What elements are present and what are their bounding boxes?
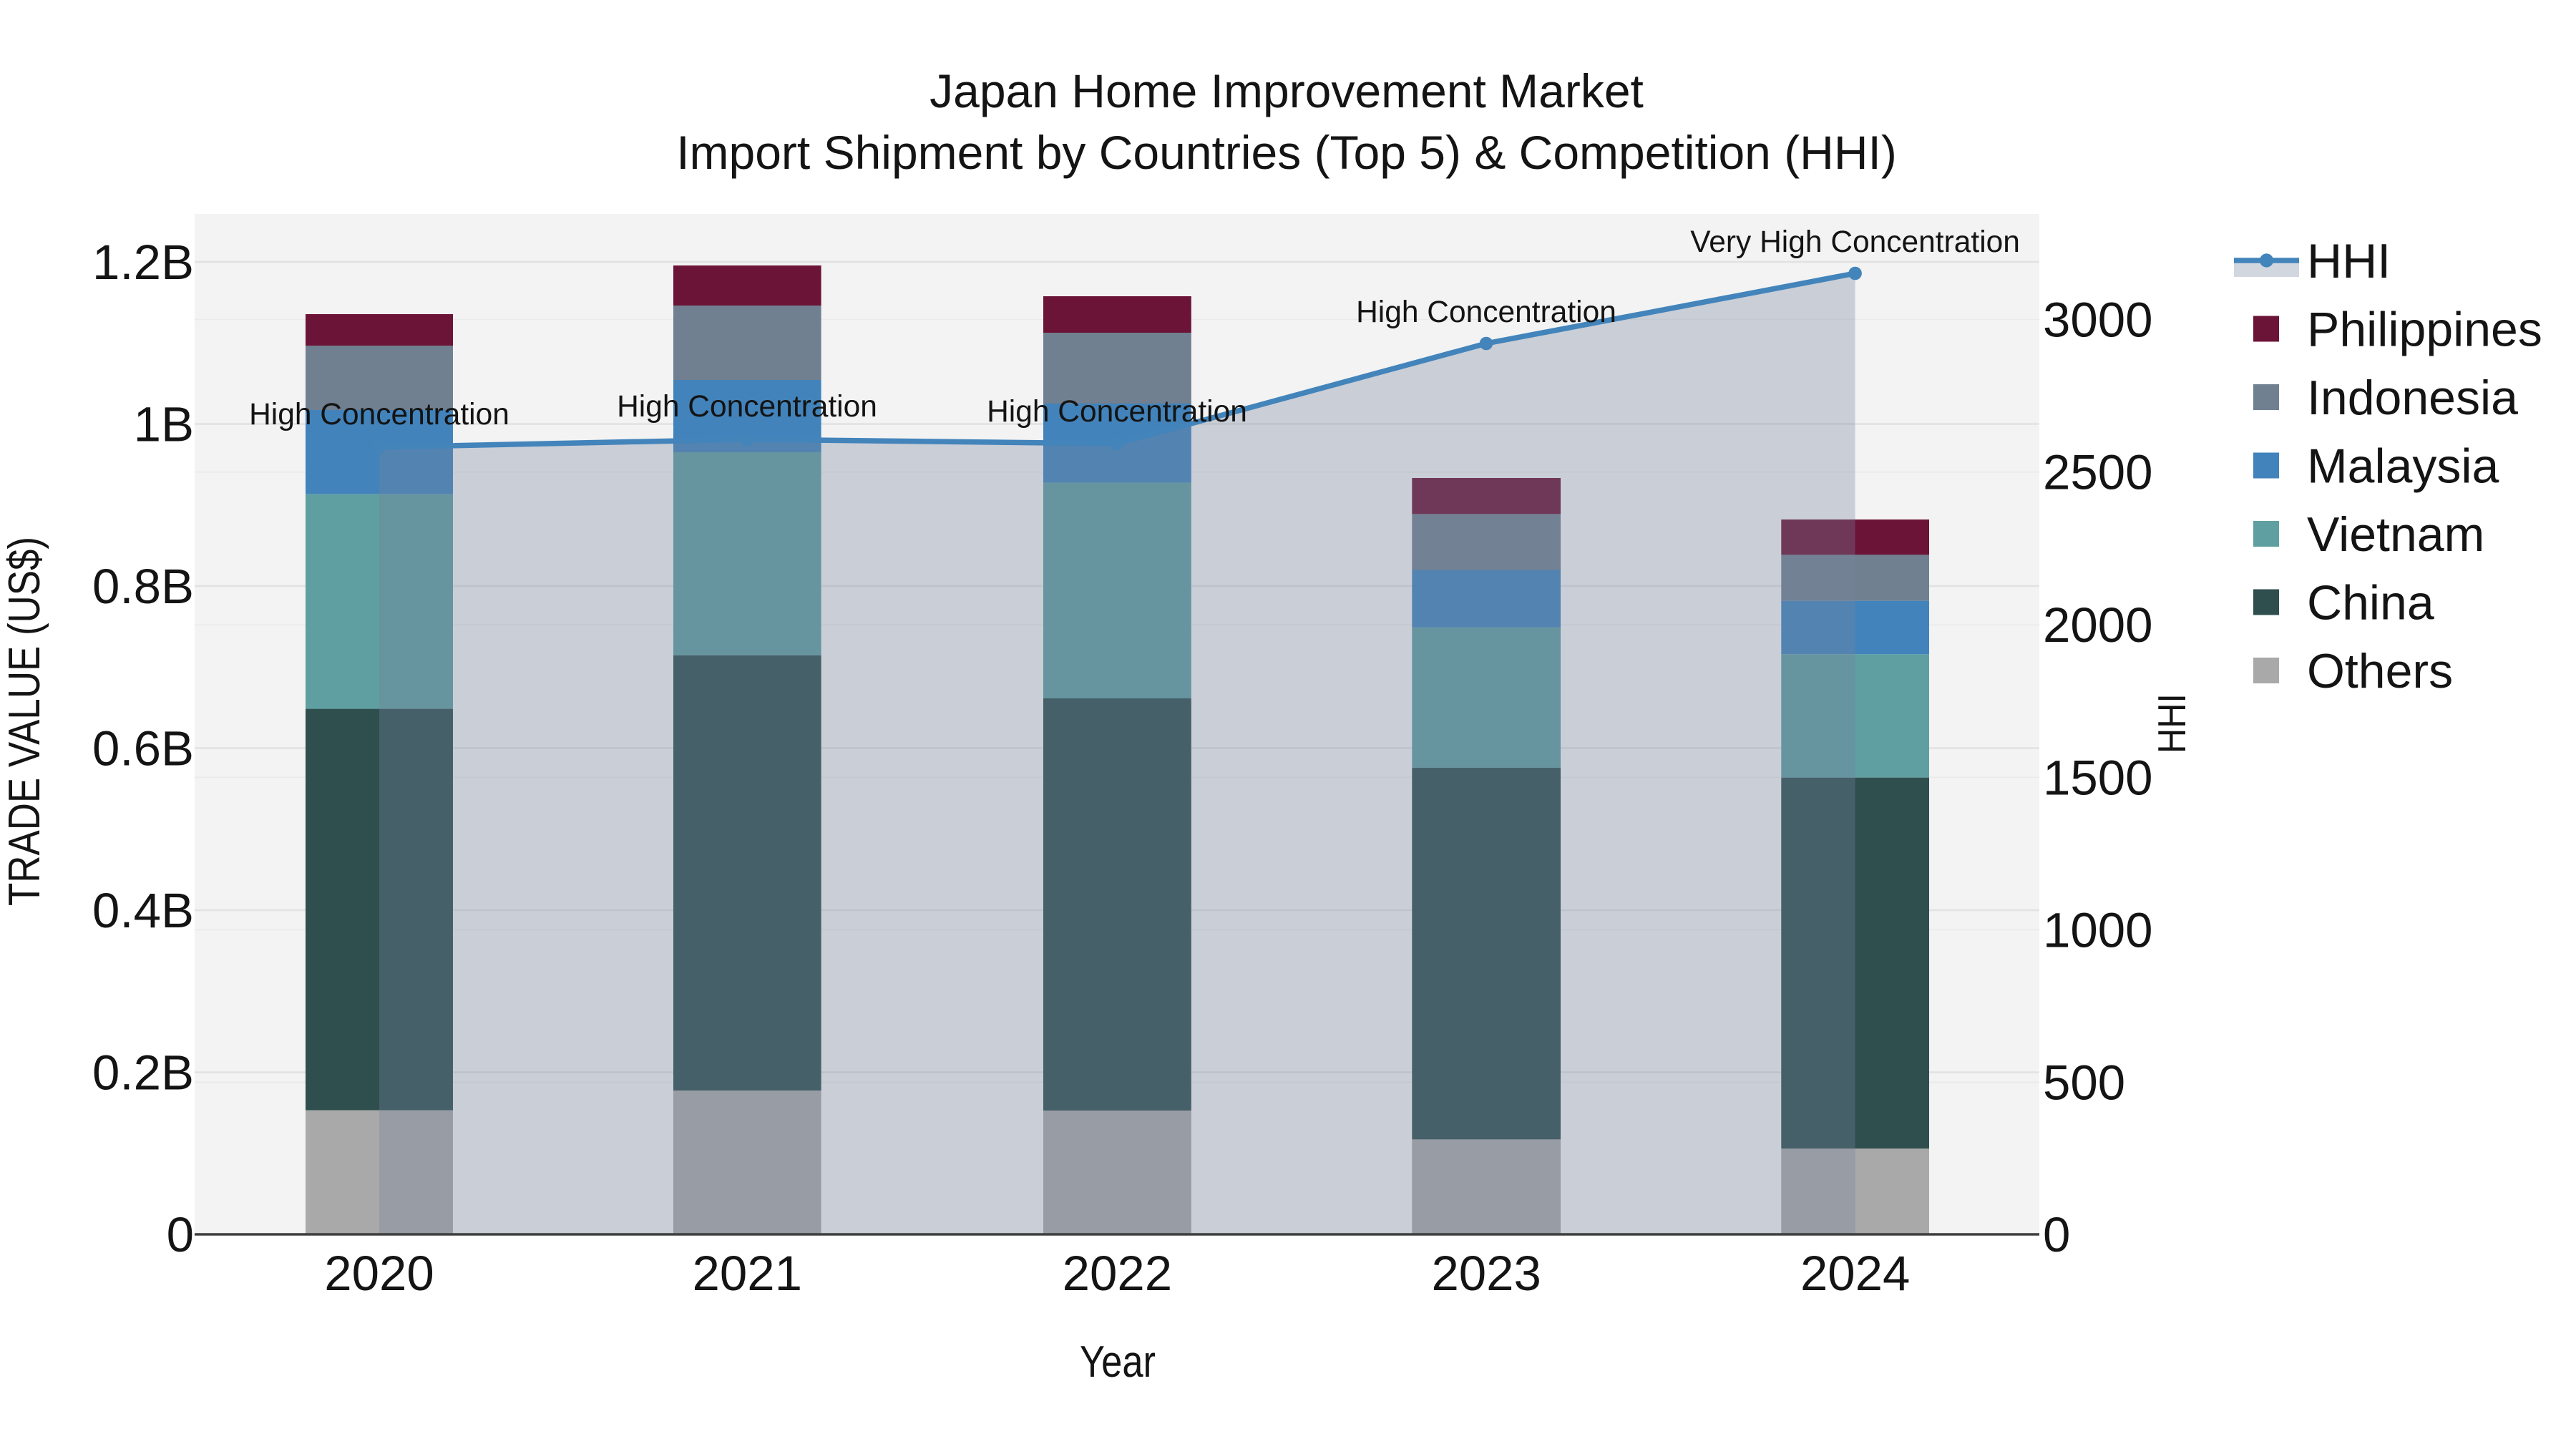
svg-text:High Concentration: High Concentration — [987, 395, 1247, 429]
svg-text:0.6B: 0.6B — [92, 721, 194, 776]
svg-text:High Concentration: High Concentration — [617, 390, 877, 424]
svg-text:Philippines: Philippines — [2307, 303, 2542, 357]
svg-text:Year: Year — [1080, 1337, 1156, 1387]
svg-text:0.4B: 0.4B — [92, 883, 194, 938]
svg-text:Japan Home Improvement Market: Japan Home Improvement Market — [930, 64, 1644, 117]
svg-text:Very High Concentration: Very High Concentration — [1690, 225, 2020, 259]
svg-text:Indonesia: Indonesia — [2307, 371, 2518, 425]
svg-text:Import Shipment by Countries (: Import Shipment by Countries (Top 5) & C… — [676, 126, 1897, 179]
svg-text:2024: 2024 — [1800, 1246, 1911, 1301]
svg-text:Vietnam: Vietnam — [2307, 507, 2484, 562]
svg-text:HHI: HHI — [2307, 234, 2391, 288]
svg-text:2023: 2023 — [1431, 1246, 1541, 1301]
svg-text:2022: 2022 — [1063, 1246, 1173, 1301]
svg-text:1.2B: 1.2B — [92, 235, 194, 290]
svg-text:TRADE VALUE (US$): TRADE VALUE (US$) — [0, 537, 49, 906]
svg-text:0: 0 — [167, 1207, 194, 1262]
svg-text:2020: 2020 — [324, 1246, 434, 1301]
svg-text:2000: 2000 — [2043, 597, 2153, 653]
svg-text:3000: 3000 — [2043, 293, 2153, 348]
svg-text:1B: 1B — [134, 397, 194, 452]
svg-text:1000: 1000 — [2043, 902, 2153, 957]
svg-text:High Concentration: High Concentration — [249, 398, 509, 431]
svg-text:500: 500 — [2043, 1055, 2125, 1110]
svg-text:China: China — [2307, 576, 2434, 630]
svg-text:Malaysia: Malaysia — [2307, 439, 2499, 494]
svg-text:0: 0 — [2043, 1207, 2070, 1262]
svg-text:1500: 1500 — [2043, 750, 2153, 805]
svg-text:2500: 2500 — [2043, 445, 2153, 500]
svg-text:2021: 2021 — [693, 1246, 803, 1301]
svg-text:High Concentration: High Concentration — [1356, 296, 1616, 329]
svg-text:Others: Others — [2307, 644, 2453, 698]
svg-text:0.8B: 0.8B — [92, 559, 194, 614]
svg-text:0.2B: 0.2B — [92, 1045, 194, 1101]
svg-text:HHI: HHI — [2150, 693, 2194, 753]
